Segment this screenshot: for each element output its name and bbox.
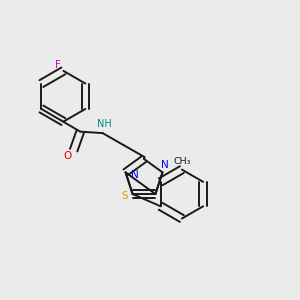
Text: F: F xyxy=(55,61,61,70)
Text: O: O xyxy=(64,151,72,160)
Text: S: S xyxy=(121,190,128,201)
Text: NH: NH xyxy=(97,118,112,129)
Text: N: N xyxy=(131,170,138,180)
Text: CH₃: CH₃ xyxy=(173,157,190,166)
Text: N: N xyxy=(161,160,169,170)
